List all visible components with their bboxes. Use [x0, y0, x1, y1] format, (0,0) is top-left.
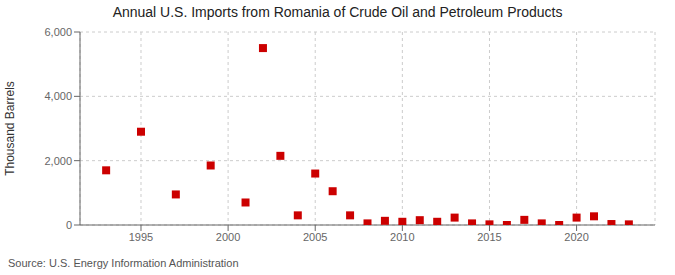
svg-text:2005: 2005	[303, 231, 327, 243]
svg-text:2015: 2015	[477, 231, 501, 243]
svg-text:2020: 2020	[564, 231, 588, 243]
svg-text:1995: 1995	[129, 231, 153, 243]
svg-text:2010: 2010	[390, 231, 414, 243]
svg-text:6,000: 6,000	[44, 26, 72, 38]
svg-text:4,000: 4,000	[44, 90, 72, 102]
svg-text:0: 0	[66, 219, 72, 231]
html-text:Source: U.S. Energy Informatio: Source: U.S. Energy Information Administ…	[8, 257, 239, 269]
svg-text:2000: 2000	[216, 231, 240, 243]
svg-text:2,000: 2,000	[44, 155, 72, 167]
svg-text:Thousand Barrels: Thousand Barrels	[8, 81, 17, 176]
html-text:Annual U.S. Imports from Roman: Annual U.S. Imports from Romania of Crud…	[112, 4, 563, 20]
